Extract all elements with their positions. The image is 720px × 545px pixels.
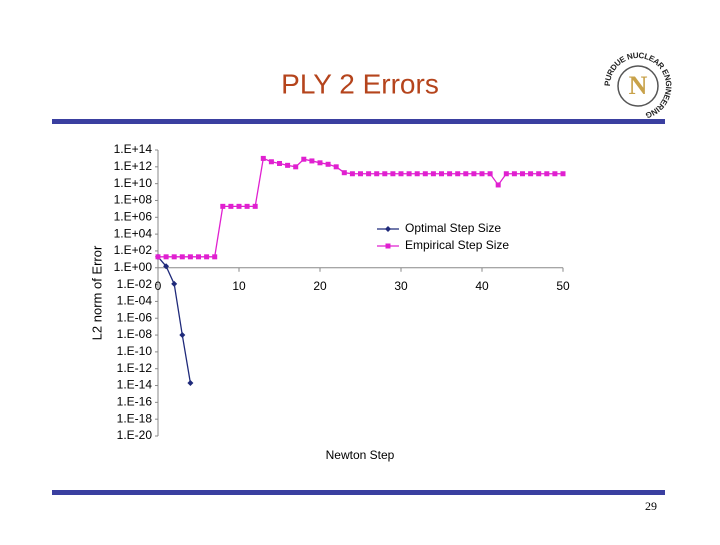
marker: [544, 171, 550, 177]
y-tick-label: 1.E-04: [117, 294, 153, 308]
marker: [422, 171, 428, 177]
marker: [187, 379, 194, 386]
marker: [503, 171, 509, 177]
marker: [385, 226, 391, 232]
legend-label: Optimal Step Size: [405, 221, 501, 235]
y-tick-label: 1.E+00: [114, 260, 153, 274]
top-rule: [52, 119, 665, 124]
y-tick-label: 1.E-12: [117, 361, 153, 375]
marker: [495, 182, 501, 188]
marker: [398, 171, 404, 177]
x-tick-label: 30: [394, 279, 408, 293]
marker: [536, 171, 542, 177]
marker: [277, 160, 282, 166]
logo-letter: N: [629, 71, 648, 100]
y-tick-label: 1.E+06: [114, 209, 153, 223]
marker: [285, 162, 291, 168]
marker: [171, 280, 178, 287]
marker: [374, 171, 380, 177]
y-tick-label: 1.E+12: [114, 159, 153, 173]
logo-ring: [617, 65, 659, 107]
y-tick-label: 1.E-16: [117, 395, 153, 409]
marker: [528, 171, 534, 177]
marker: [196, 254, 201, 260]
marker: [293, 164, 299, 170]
marker: [487, 171, 493, 177]
marker: [520, 171, 525, 177]
marker: [385, 243, 391, 249]
marker: [333, 164, 339, 170]
marker: [268, 159, 274, 165]
marker: [171, 254, 177, 260]
marker: [325, 161, 331, 167]
series-line: [157, 256, 192, 384]
marker: [463, 171, 469, 177]
marker: [212, 254, 218, 260]
marker: [382, 171, 388, 177]
marker: [341, 170, 347, 176]
logo: N PURDUE NUCLEAR ENGINEERING: [603, 51, 673, 120]
marker: [163, 254, 169, 260]
marker: [414, 171, 420, 177]
marker: [236, 203, 242, 209]
marker: [317, 160, 323, 166]
marker: [366, 171, 372, 177]
marker: [204, 254, 210, 260]
x-tick-label: 0: [155, 279, 162, 293]
bottom-rule: [52, 490, 665, 495]
marker: [358, 171, 363, 177]
x-tick-label: 40: [475, 279, 489, 293]
y-tick-label: 1.E-20: [117, 428, 153, 442]
marker: [390, 171, 396, 177]
x-tick-label: 20: [313, 279, 327, 293]
y-tick-label: 1.E+10: [114, 176, 153, 190]
y-axis-label: L2 norm of Error: [89, 245, 104, 340]
legend-label: Empirical Step Size: [405, 238, 509, 252]
slide-title: PLY 2 Errors: [281, 68, 439, 99]
marker: [552, 171, 558, 177]
y-tick-label: 1.E+14: [114, 142, 153, 156]
marker: [260, 155, 266, 161]
marker: [179, 254, 185, 260]
marker: [447, 171, 453, 177]
marker: [479, 171, 485, 177]
marker: [301, 156, 307, 162]
y-tick-label: 1.E-18: [117, 411, 153, 425]
marker: [349, 171, 355, 177]
marker: [309, 158, 315, 164]
marker: [439, 171, 444, 177]
y-tick-label: 1.E-06: [117, 310, 153, 324]
marker: [560, 171, 566, 177]
marker: [430, 171, 436, 177]
legend-box: [373, 220, 523, 256]
marker: [155, 254, 161, 260]
marker: [471, 171, 477, 177]
marker: [228, 203, 234, 209]
marker: [244, 203, 250, 209]
marker: [163, 263, 170, 270]
y-tick-label: 1.E+08: [114, 193, 153, 207]
y-tick-label: 1.E-14: [117, 378, 153, 392]
page-number: 29: [645, 499, 657, 513]
y-tick-label: 1.E+04: [114, 226, 153, 240]
x-tick-label: 10: [232, 279, 246, 293]
x-axis-label: Newton Step: [326, 448, 395, 462]
marker: [187, 254, 193, 260]
marker: [511, 171, 517, 177]
marker: [406, 171, 412, 177]
y-tick-label: 1.E+02: [114, 243, 153, 257]
y-tick-label: 1.E-02: [117, 277, 153, 291]
marker: [179, 332, 186, 339]
marker: [252, 203, 258, 209]
marker: [220, 203, 226, 209]
x-tick-label: 50: [556, 279, 570, 293]
y-tick-label: 1.E-08: [117, 327, 153, 341]
y-tick-label: 1.E-10: [117, 344, 153, 358]
marker: [455, 171, 461, 177]
